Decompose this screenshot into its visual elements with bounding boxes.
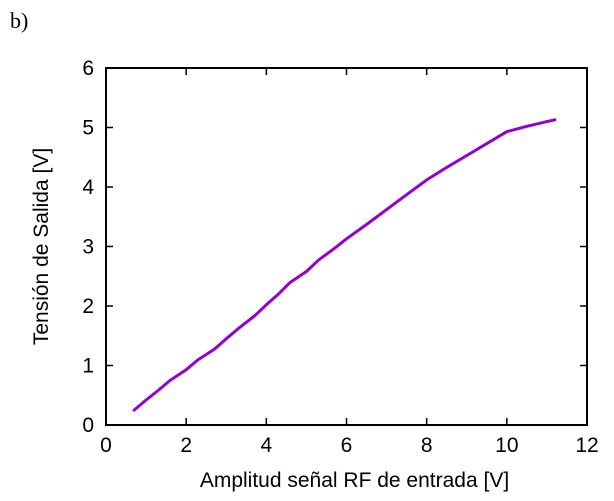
axis-ticks (105, 67, 588, 426)
y-tick-label: 0 (82, 414, 94, 437)
x-tick-label: 8 (421, 434, 433, 457)
y-tick-label: 5 (82, 117, 94, 140)
y-tick-label: 1 (82, 355, 94, 378)
x-tick-label: 10 (495, 434, 518, 457)
x-tick-label: 2 (180, 434, 192, 457)
series-line (132, 118, 557, 412)
y-tick-label: 2 (82, 295, 94, 318)
y-tick-label: 3 (82, 236, 94, 259)
x-tick-label: 4 (260, 434, 272, 457)
y-tick-label: 4 (82, 176, 94, 199)
x-axis-label: Amplitud señal RF de entrada [V] (200, 469, 509, 492)
y-tick-label: 6 (82, 57, 94, 80)
x-tick-label: 6 (341, 434, 353, 457)
y-axis-label: Tensión de Salida [V] (30, 148, 53, 345)
panel-label: b) (10, 8, 29, 33)
plot-frame (105, 67, 588, 426)
x-tick-label: 0 (100, 434, 112, 457)
x-tick-label: 12 (575, 434, 598, 457)
